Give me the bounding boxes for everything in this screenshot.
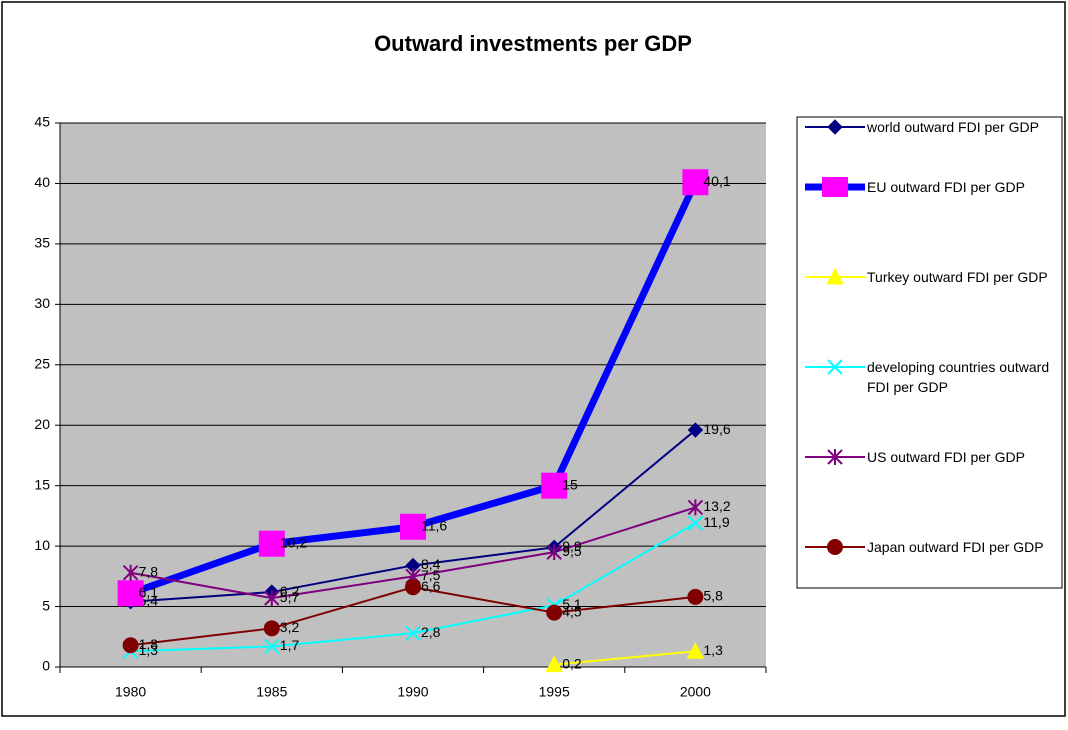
y-tick-label: 40: [34, 174, 50, 190]
marker: [405, 579, 421, 596]
x-tick-label: 1990: [397, 684, 428, 700]
data-label: 0,2: [562, 655, 582, 671]
marker: [826, 267, 844, 285]
legend-entry: world outward FDI per GDP: [805, 117, 1060, 137]
legend-swatch: [805, 177, 865, 197]
data-label: 10,2: [280, 534, 307, 550]
data-label: 15: [562, 476, 578, 492]
legend-label: developing countries outward FDI per GDP: [867, 359, 1050, 395]
marker: [822, 177, 848, 197]
data-label: 11,6: [421, 517, 447, 533]
data-label: 8,4: [421, 556, 441, 572]
marker: [546, 604, 563, 621]
data-label: 19,6: [703, 421, 730, 437]
data-label: 1,8: [139, 636, 159, 652]
data-label: 5,7: [280, 589, 300, 605]
legend-entry: US outward FDI per GDP: [805, 447, 1060, 467]
data-label: 5,8: [703, 588, 723, 604]
y-tick-label: 45: [34, 114, 50, 130]
legend-entry: developing countries outward FDI per GDP: [805, 357, 1060, 397]
legend-label: world outward FDI per GDP: [867, 119, 1039, 135]
data-label: 4,5: [562, 603, 582, 619]
data-label: 6,1: [139, 584, 159, 600]
legend-entry: EU outward FDI per GDP: [805, 177, 1060, 197]
legend-swatch: [805, 359, 865, 375]
y-tick-label: 35: [34, 235, 50, 251]
data-label: 9,9: [562, 538, 582, 554]
legend-swatch: [805, 267, 865, 285]
data-label: 3,2: [280, 619, 300, 635]
marker: [541, 472, 568, 499]
x-tick-label: 2000: [680, 684, 711, 700]
y-tick-label: 30: [34, 295, 50, 311]
data-label: 1,3: [703, 642, 723, 658]
series-line: [554, 650, 696, 666]
marker: [827, 119, 843, 135]
marker: [264, 590, 280, 607]
legend-entry: Turkey outward FDI per GDP: [805, 267, 1060, 287]
x-tick-label: 1985: [256, 684, 287, 700]
data-label: 1,3: [139, 642, 159, 658]
data-label: 11,9: [703, 514, 729, 530]
legend-label: Japan outward FDI per GDP: [867, 539, 1044, 555]
legend-swatch: [805, 539, 865, 555]
marker: [686, 642, 705, 659]
y-tick-label: 5: [42, 597, 50, 613]
marker: [545, 655, 564, 673]
data-label: 7,5: [421, 567, 441, 583]
data-label: 13,2: [703, 498, 730, 514]
data-label: 6,6: [421, 578, 441, 594]
legend-swatch: [805, 449, 865, 465]
data-label: 1,7: [280, 637, 300, 653]
marker: [117, 580, 144, 607]
y-tick-label: 0: [42, 658, 50, 674]
marker: [122, 637, 139, 654]
marker: [687, 588, 704, 605]
legend-box: [796, 116, 1063, 589]
marker: [264, 638, 280, 655]
marker: [827, 359, 843, 375]
marker: [827, 539, 843, 555]
marker: [400, 513, 426, 540]
marker: [687, 515, 704, 531]
legend-entry: Japan outward FDI per GDP: [805, 537, 1060, 557]
marker: [258, 530, 285, 557]
chart-title: Outward investments per GDP: [374, 31, 692, 56]
marker: [827, 449, 843, 465]
data-label: 9,5: [562, 543, 582, 559]
legend-label: EU outward FDI per GDP: [867, 179, 1025, 195]
legend-swatch: [805, 119, 865, 135]
y-tick-label: 25: [34, 355, 50, 371]
data-label: 6,2: [280, 583, 300, 599]
data-label: 2,8: [421, 624, 441, 640]
x-tick-label: 1995: [539, 684, 570, 700]
y-tick-label: 20: [34, 416, 50, 432]
legend-label: US outward FDI per GDP: [867, 449, 1025, 465]
data-label: 40,1: [703, 173, 730, 189]
y-tick-label: 10: [34, 537, 50, 553]
marker: [682, 169, 709, 196]
x-tick-label: 1980: [115, 684, 146, 700]
data-label: 7,8: [139, 563, 159, 579]
y-tick-label: 15: [34, 476, 50, 492]
legend-label: Turkey outward FDI per GDP: [867, 269, 1048, 285]
data-label: 5,1: [562, 596, 582, 612]
marker: [122, 564, 139, 581]
marker: [687, 422, 704, 438]
marker: [263, 620, 280, 637]
marker: [405, 625, 421, 641]
marker: [687, 499, 704, 516]
marker: [546, 544, 562, 561]
